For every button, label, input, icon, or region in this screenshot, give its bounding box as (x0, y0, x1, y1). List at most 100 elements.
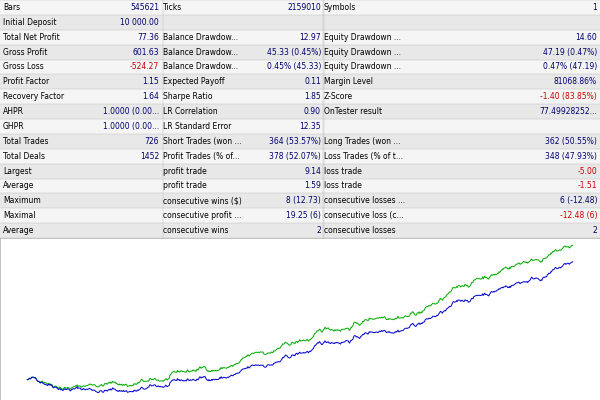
Text: 12.97: 12.97 (299, 33, 321, 42)
Text: Balance Drawdow...: Balance Drawdow... (163, 62, 238, 72)
Bar (0, 193, 600, 208)
Text: 14.60: 14.60 (575, 33, 597, 42)
Text: loss trade: loss trade (324, 182, 362, 190)
Text: -1.40 (83.85%): -1.40 (83.85%) (540, 92, 597, 101)
Text: 0.47% (47.19): 0.47% (47.19) (543, 62, 597, 72)
Text: 9.14: 9.14 (304, 166, 321, 176)
Text: 81068.86%: 81068.86% (554, 77, 597, 86)
Text: Expected Payoff: Expected Payoff (163, 77, 225, 86)
Text: 545621: 545621 (130, 3, 159, 12)
Text: Balance Drawdow...: Balance Drawdow... (163, 33, 238, 42)
Bar (0, 164, 600, 178)
Bar (0, 134, 600, 149)
Text: -524.27: -524.27 (130, 62, 159, 72)
Bar (0, 223, 600, 238)
Text: Long Trades (won ...: Long Trades (won ... (324, 137, 401, 146)
Bar (0, 15, 600, 30)
Text: consecutive losses: consecutive losses (324, 226, 395, 235)
Text: 0.11: 0.11 (304, 77, 321, 86)
Text: 10 000.00: 10 000.00 (120, 18, 159, 27)
Text: OnTester result: OnTester result (324, 107, 382, 116)
Text: consecutive losses ...: consecutive losses ... (324, 196, 405, 205)
Bar (0, 89, 600, 104)
Text: Loss Trades (% of t...: Loss Trades (% of t... (324, 152, 403, 161)
Text: 378 (52.07%): 378 (52.07%) (269, 152, 321, 161)
Text: Sharpe Ratio: Sharpe Ratio (163, 92, 213, 101)
Text: 2: 2 (316, 226, 321, 235)
Text: 601.63: 601.63 (133, 48, 159, 56)
Text: Bars: Bars (3, 3, 20, 12)
Text: 47.19 (0.47%): 47.19 (0.47%) (543, 48, 597, 56)
Text: Balance Drawdow...: Balance Drawdow... (163, 48, 238, 56)
Text: 1.15: 1.15 (142, 77, 159, 86)
Text: consecutive wins: consecutive wins (163, 226, 229, 235)
Bar (0, 30, 600, 45)
Text: consecutive loss (c...: consecutive loss (c... (324, 211, 404, 220)
Text: Maximal: Maximal (3, 211, 35, 220)
Text: 6 (-12.48): 6 (-12.48) (560, 196, 597, 205)
Text: 77.49928252...: 77.49928252... (539, 107, 597, 116)
Bar (0, 60, 600, 74)
Text: 1.85: 1.85 (304, 92, 321, 101)
Text: Total Deals: Total Deals (3, 152, 45, 161)
Text: consecutive wins ($): consecutive wins ($) (163, 196, 242, 205)
Text: Largest: Largest (3, 166, 32, 176)
Text: GHPR: GHPR (3, 122, 25, 131)
Text: AHPR: AHPR (3, 107, 24, 116)
Text: Equity Drawdown ...: Equity Drawdown ... (324, 33, 401, 42)
Text: Equity Drawdown ...: Equity Drawdown ... (324, 62, 401, 72)
Text: 2159010: 2159010 (287, 3, 321, 12)
Text: Equity Drawdown ...: Equity Drawdown ... (324, 48, 401, 56)
Text: 8 (12.73): 8 (12.73) (286, 196, 321, 205)
Text: 348 (47.93%): 348 (47.93%) (545, 152, 597, 161)
Text: 0.90: 0.90 (304, 107, 321, 116)
Text: Short Trades (won ...: Short Trades (won ... (163, 137, 242, 146)
Text: loss trade: loss trade (324, 166, 362, 176)
Text: -12.48 (6): -12.48 (6) (560, 211, 597, 220)
Text: consecutive profit ...: consecutive profit ... (163, 211, 242, 220)
Text: Initial Deposit: Initial Deposit (3, 18, 56, 27)
Bar (0, 119, 600, 134)
Text: -1.51: -1.51 (577, 182, 597, 190)
Text: 45.33 (0.45%): 45.33 (0.45%) (266, 48, 321, 56)
Text: 1: 1 (592, 3, 597, 12)
Text: Total Trades: Total Trades (3, 137, 49, 146)
Text: Average: Average (3, 182, 34, 190)
Text: LR Standard Error: LR Standard Error (163, 122, 232, 131)
Text: Profit Trades (% of...: Profit Trades (% of... (163, 152, 240, 161)
Text: 1.0000 (0.00...: 1.0000 (0.00... (103, 122, 159, 131)
Text: LR Correlation: LR Correlation (163, 107, 218, 116)
Text: profit trade: profit trade (163, 166, 207, 176)
Bar (0, 0, 600, 15)
Text: Gross Loss: Gross Loss (3, 62, 44, 72)
Text: Average: Average (3, 226, 34, 235)
Text: Total Net Profit: Total Net Profit (3, 33, 60, 42)
Text: profit trade: profit trade (163, 182, 207, 190)
Text: Z-Score: Z-Score (324, 92, 353, 101)
Bar (0, 104, 600, 119)
Text: 1.59: 1.59 (304, 182, 321, 190)
Bar (0, 208, 600, 223)
Text: Gross Profit: Gross Profit (3, 48, 47, 56)
Text: 12.35: 12.35 (299, 122, 321, 131)
Text: 0.45% (45.33): 0.45% (45.33) (266, 62, 321, 72)
Text: 19.25 (6): 19.25 (6) (286, 211, 321, 220)
Text: 2: 2 (592, 226, 597, 235)
Text: 364 (53.57%): 364 (53.57%) (269, 137, 321, 146)
Text: 1.0000 (0.00...: 1.0000 (0.00... (103, 107, 159, 116)
Bar (0, 45, 600, 60)
Bar (0, 74, 600, 89)
Text: Symbols: Symbols (324, 3, 356, 12)
Text: 1.64: 1.64 (142, 92, 159, 101)
Text: 77.36: 77.36 (137, 33, 159, 42)
Text: Ticks: Ticks (163, 3, 182, 12)
Text: 726: 726 (145, 137, 159, 146)
Text: Profit Factor: Profit Factor (3, 77, 49, 86)
Bar (0, 149, 600, 164)
Bar (0, 178, 600, 193)
Text: Maximum: Maximum (3, 196, 41, 205)
Text: -5.00: -5.00 (577, 166, 597, 176)
Text: Margin Level: Margin Level (324, 77, 373, 86)
Text: Recovery Factor: Recovery Factor (3, 92, 64, 101)
Text: 1452: 1452 (140, 152, 159, 161)
